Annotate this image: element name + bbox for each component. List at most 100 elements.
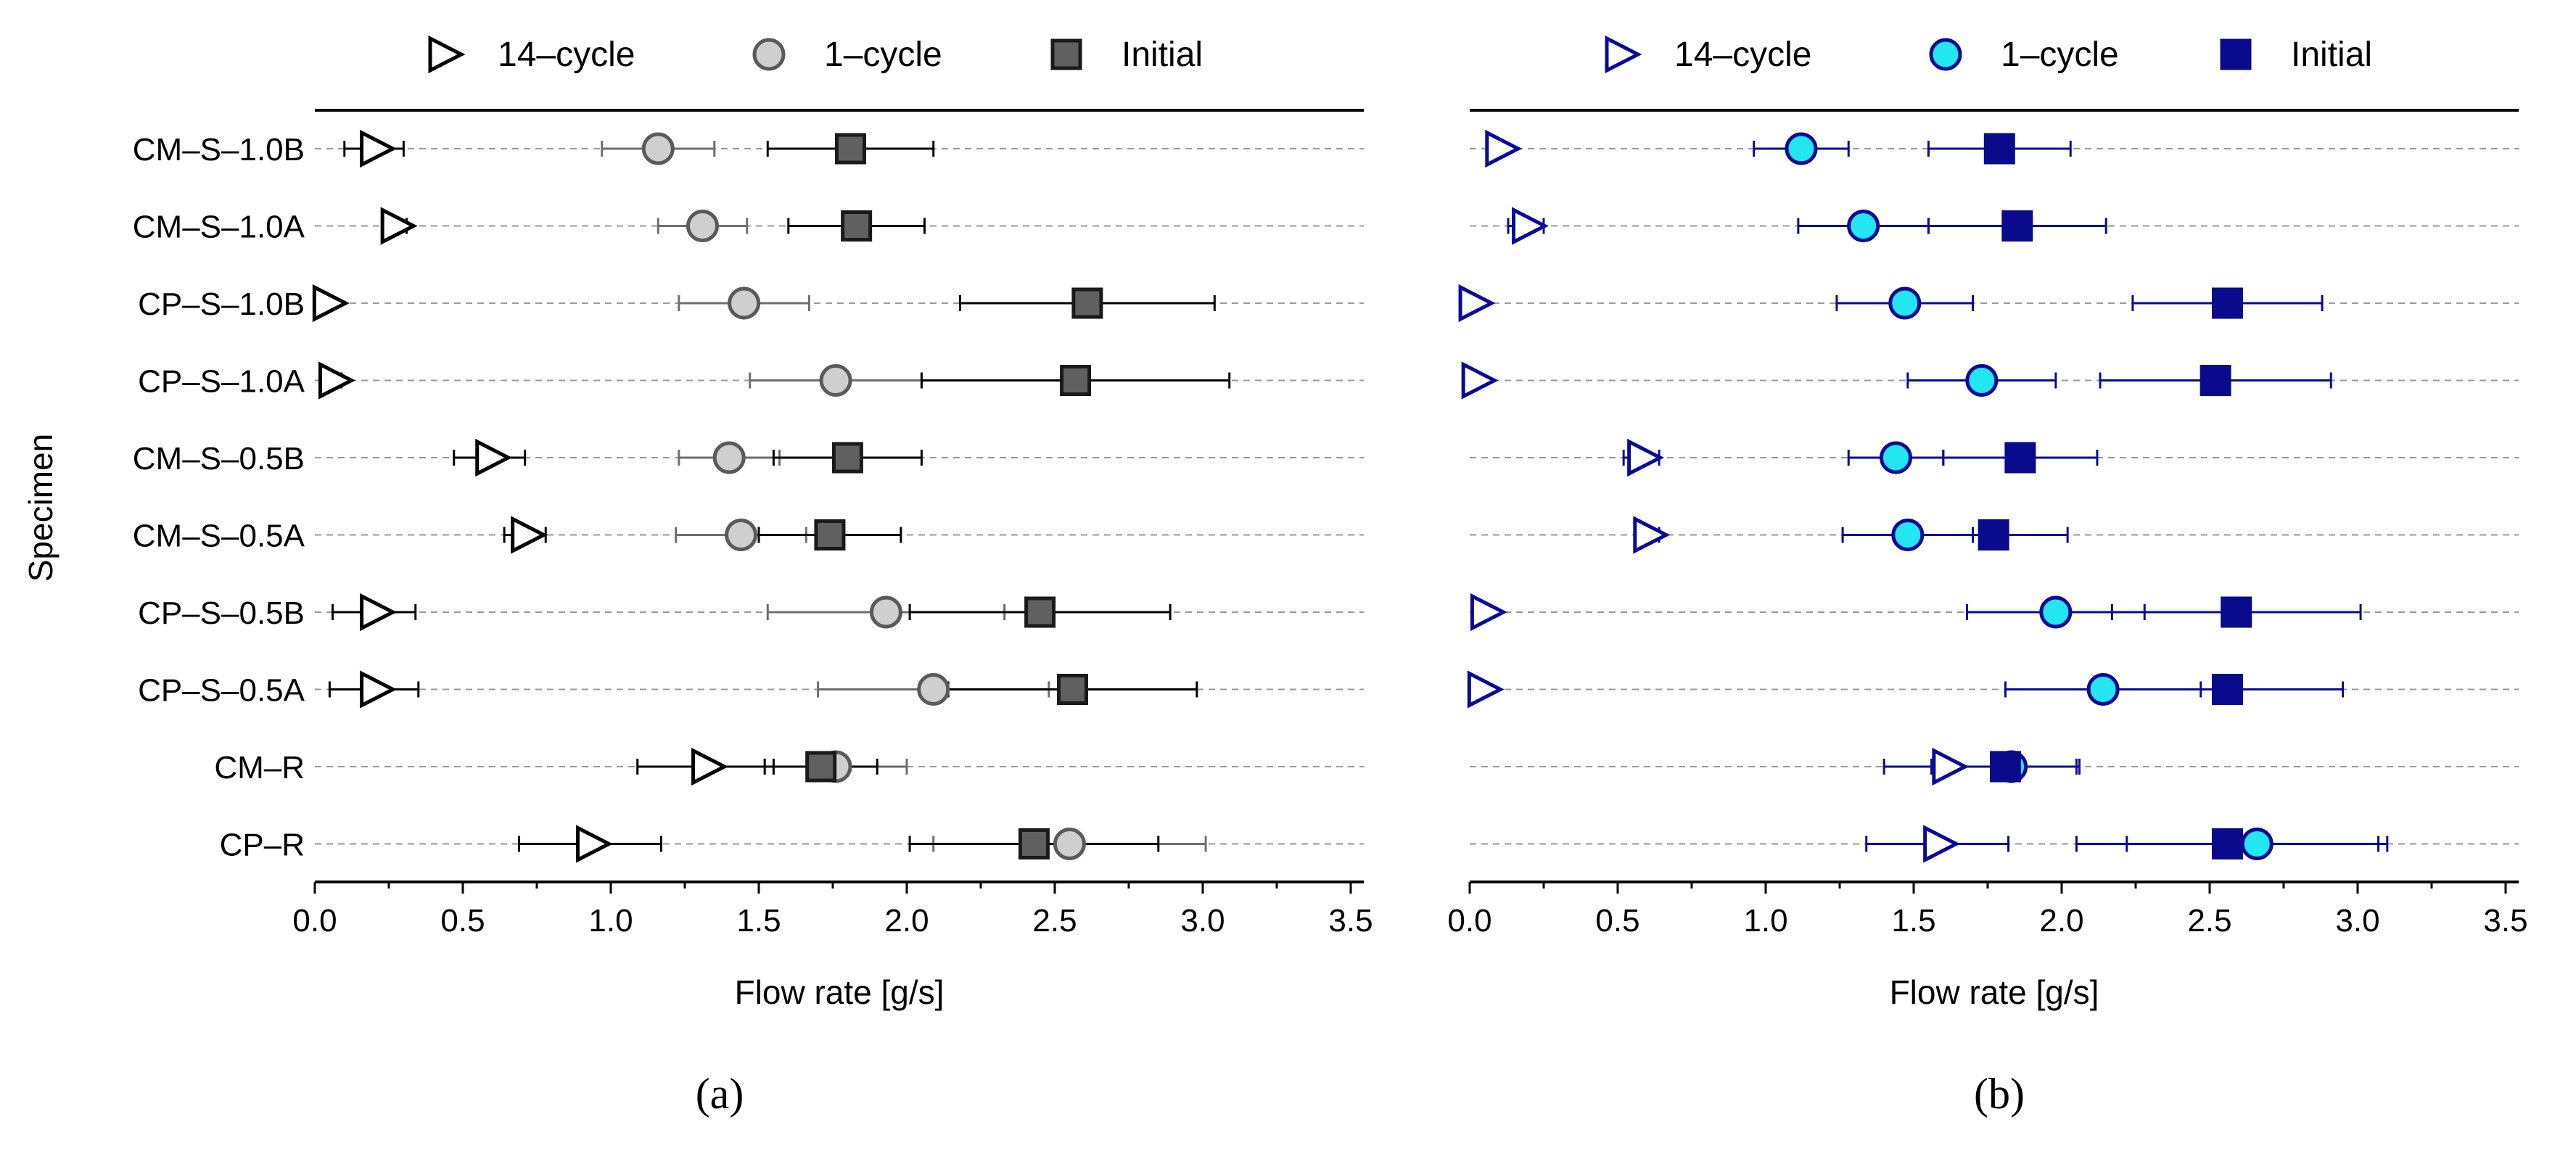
data-point-triangle-right — [1485, 129, 1523, 168]
x-tick-label: 3.0 — [1180, 903, 1225, 939]
legend-label: 1–cycle — [824, 36, 942, 74]
data-point-triangle-right — [360, 129, 398, 168]
y-tick-label: CM–S–0.5B — [133, 441, 305, 477]
x-tick-label: 1.5 — [1891, 903, 1935, 939]
x-tick-label: 2.0 — [2039, 903, 2083, 939]
data-point-circle — [2039, 595, 2073, 629]
data-point-square — [2001, 210, 2033, 242]
data-point-triangle-right — [511, 516, 548, 554]
data-point-square — [2211, 828, 2243, 859]
data-point-square — [1060, 365, 1092, 396]
legend-marker-square — [2220, 38, 2252, 70]
data-point-triangle-right — [360, 593, 398, 632]
x-tick-label: 0.5 — [1595, 903, 1639, 939]
data-point-circle — [725, 519, 758, 551]
panel-label: (a) — [696, 1070, 744, 1118]
data-point-square — [2004, 442, 2036, 474]
data-point-square — [814, 519, 846, 550]
data-point-square — [1024, 596, 1056, 628]
data-point-square — [1989, 751, 2021, 783]
x-tick-label: 0.0 — [1447, 903, 1491, 939]
data-point-square — [1978, 519, 2009, 550]
y-tick-label: CM–S–1.0A — [133, 210, 305, 245]
legend-label: 14–cycle — [498, 36, 635, 74]
x-tick-label: 0.0 — [292, 903, 337, 939]
data-point-triangle-right — [1932, 747, 1970, 786]
x-tick-label: 1.5 — [736, 903, 781, 939]
legend-label: Initial — [1122, 36, 1203, 74]
legend-label: 1–cycle — [2001, 36, 2119, 74]
data-point-circle — [1965, 364, 1999, 397]
data-point-triangle-right — [691, 747, 729, 786]
x-tick-label: 3.5 — [1328, 903, 1373, 939]
data-point-circle — [1891, 519, 1925, 551]
x-tick-label: 1.0 — [1743, 903, 1787, 939]
x-tick-label: 2.5 — [1032, 903, 1077, 939]
data-point-circle — [686, 210, 719, 242]
data-point-triangle-right — [380, 207, 418, 245]
data-point-circle — [1785, 132, 1818, 165]
data-point-square — [1056, 674, 1088, 705]
data-point-circle — [712, 441, 746, 474]
legend-marker-square — [1050, 38, 1082, 70]
legend-marker-circle — [752, 38, 786, 71]
x-tick-label: 2.5 — [2187, 903, 2231, 939]
data-point-square — [2211, 674, 2243, 705]
data-point-circle — [1847, 210, 1880, 242]
data-point-triangle-right — [1512, 207, 1550, 245]
y-tick-label: CP–S–0.5A — [138, 673, 305, 709]
data-point-circle — [2086, 673, 2120, 706]
data-point-triangle-right — [312, 284, 350, 323]
x-axis-label: Flow rate [g/s] — [1890, 973, 2099, 1011]
data-point-triangle-right — [1627, 438, 1665, 477]
y-tick-label: CM–S–0.5A — [133, 519, 305, 554]
x-axis-label: Flow rate [g/s] — [735, 973, 945, 1011]
data-point-triangle-right — [475, 438, 513, 477]
data-point-triangle-right — [1458, 284, 1496, 323]
data-point-circle — [819, 364, 852, 397]
data-point-circle — [1880, 441, 1913, 474]
data-point-triangle-right — [360, 670, 398, 709]
y-tick-label: CP–S–0.5B — [138, 595, 305, 631]
y-axis-label: Specimen — [22, 434, 59, 582]
y-tick-label: CP–R — [220, 828, 305, 863]
data-point-circle — [2240, 828, 2273, 860]
x-tick-label: 2.0 — [884, 903, 929, 939]
data-point-triangle-right — [1467, 670, 1505, 709]
data-point-square — [2221, 596, 2252, 628]
data-point-square — [834, 133, 866, 165]
y-tick-label: CM–R — [214, 750, 305, 785]
data-point-triangle-right — [318, 361, 355, 400]
legend-marker-triangle-right — [428, 35, 466, 74]
panel-label: (b) — [1974, 1070, 2025, 1118]
data-point-circle — [1888, 286, 1922, 320]
data-point-circle — [869, 595, 902, 629]
legend-marker-triangle-right — [1605, 35, 1642, 74]
y-tick-label: CP–S–1.0A — [138, 364, 305, 400]
data-point-circle — [917, 673, 950, 706]
data-point-circle — [1053, 828, 1086, 860]
x-tick-label: 3.5 — [2483, 903, 2527, 939]
data-point-triangle-right — [1923, 825, 1961, 863]
data-point-triangle-right — [575, 825, 613, 863]
x-tick-label: 3.0 — [2335, 903, 2379, 939]
data-point-square — [2200, 365, 2231, 396]
data-point-square — [805, 751, 837, 783]
legend-label: 14–cycle — [1674, 36, 1811, 74]
data-point-circle — [641, 132, 675, 165]
y-tick-label: CM–S–1.0B — [133, 132, 305, 168]
data-point-triangle-right — [1461, 361, 1499, 400]
data-point-square — [841, 210, 873, 242]
data-point-square — [1071, 287, 1103, 319]
x-tick-label: 1.0 — [588, 903, 633, 939]
y-tick-label: CP–S–1.0B — [138, 286, 305, 322]
data-point-square — [1983, 133, 2015, 165]
legend-label: Initial — [2291, 36, 2372, 74]
data-point-square — [2211, 287, 2243, 319]
data-point-square — [1018, 828, 1050, 859]
data-point-triangle-right — [1633, 516, 1671, 554]
data-point-square — [831, 442, 863, 474]
data-point-triangle-right — [1470, 593, 1507, 632]
